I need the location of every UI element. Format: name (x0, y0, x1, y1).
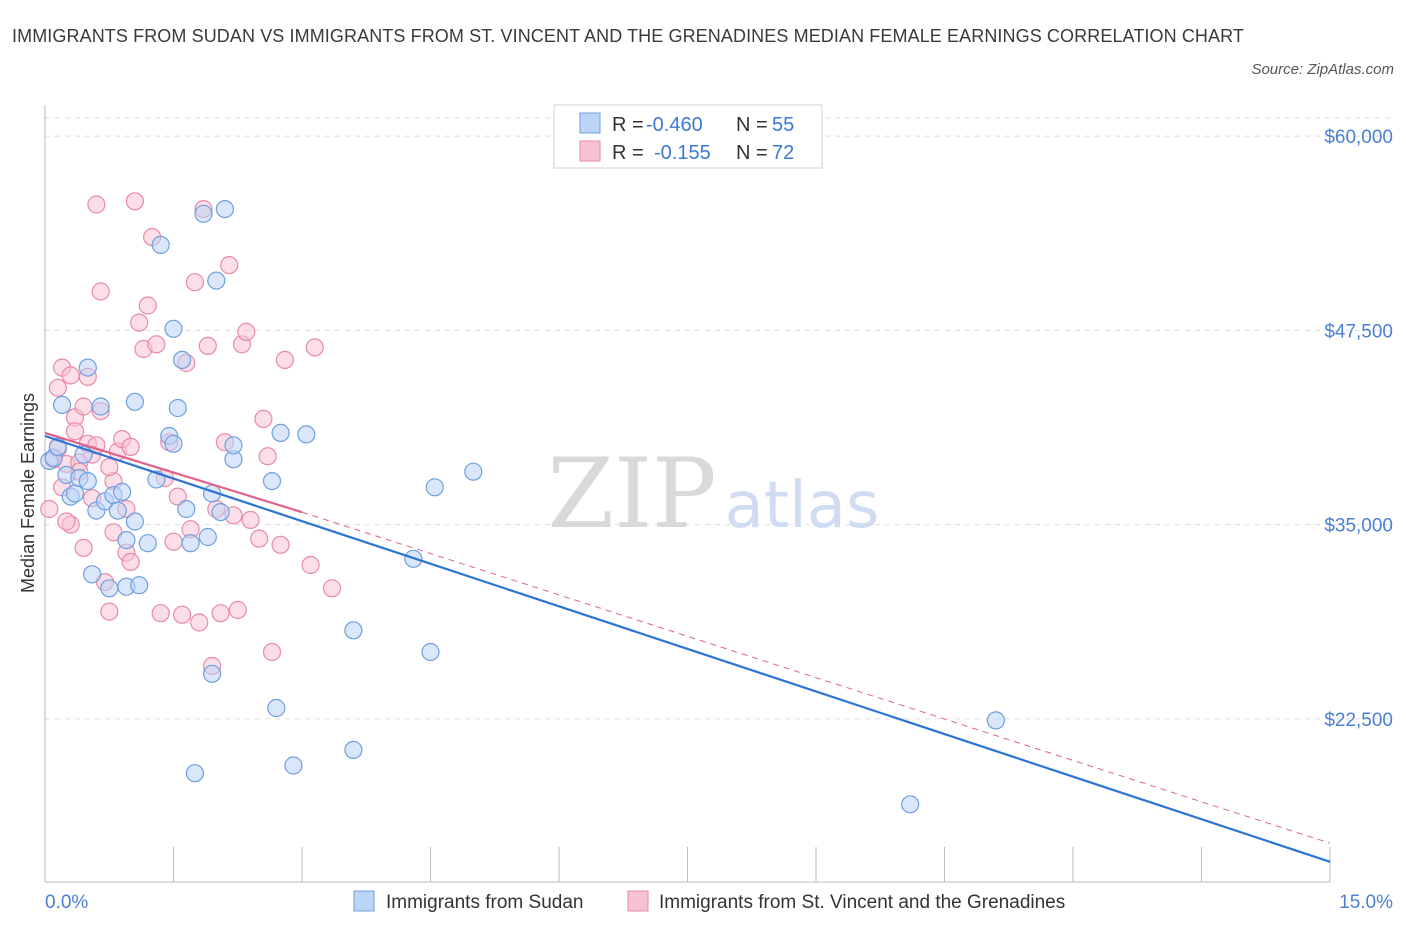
sudan-point-41 (215, 200, 234, 219)
sudan-point-45 (267, 698, 286, 718)
series-legend: Immigrants from Sudan Immigrants from St… (353, 890, 1065, 913)
sudan-point-31 (173, 350, 192, 369)
legend-r-value-1: -0.460 (646, 114, 703, 136)
sudan-point-54 (464, 462, 483, 481)
sudan-point-47 (284, 756, 303, 775)
legend-r-label-2: R = (612, 142, 644, 164)
sudan-point-43 (224, 436, 243, 455)
x-axis-ticks: 0.0% 15.0% (45, 892, 1393, 913)
series-svg-points (40, 192, 342, 676)
sudan-point-21 (125, 392, 144, 411)
sudan-point-22 (125, 512, 144, 531)
sudan-point-23 (130, 576, 149, 595)
series-sudan-points (40, 200, 1006, 814)
x-tick-label-0: 0.0% (45, 892, 88, 913)
sudan-point-48 (297, 425, 316, 444)
sudan-point-56 (986, 711, 1006, 730)
sudan-point-32 (177, 499, 196, 519)
watermark-zip: ZIP (547, 438, 716, 550)
sudan-point-35 (194, 204, 213, 223)
sudan-point-6 (65, 484, 85, 503)
legend-r-label-1: R = (612, 114, 644, 136)
trend-lines (44, 431, 1331, 863)
sudan-point-44 (262, 472, 282, 491)
svg-trend-extension (301, 511, 1331, 844)
sudan-point-15 (100, 579, 119, 598)
sudan-point-53 (425, 478, 444, 497)
legend-swatch-svg (579, 140, 601, 162)
sudan-point-55 (901, 795, 920, 814)
legend-n-value-2: 72 (772, 142, 794, 164)
sudan-point-13 (91, 397, 110, 416)
watermark: ZIP atlas (547, 438, 879, 550)
sudan-point-52 (421, 642, 440, 662)
sudan-point-40 (211, 502, 230, 522)
y-axis-label: Median Female Earnings (18, 393, 38, 593)
legend-n-label-1: N = (736, 114, 768, 136)
sudan-point-24 (138, 534, 157, 553)
source-label: Source: ZipAtlas.com (1251, 61, 1394, 78)
axes (44, 105, 1331, 883)
legend-r-value-2: -0.155 (654, 142, 711, 164)
x-tick-label-1: 15.0% (1339, 892, 1393, 913)
bottom-legend-swatch-svg (627, 890, 649, 912)
sudan-point-30 (168, 398, 187, 418)
sudan-point-11 (82, 565, 102, 584)
sudan-point-29 (164, 319, 183, 338)
sudan-point-46 (271, 423, 290, 442)
sudan-point-17 (108, 501, 127, 520)
sudan-point-37 (203, 664, 222, 683)
bottom-legend-label-svg: Immigrants from St. Vincent and the Gren… (659, 892, 1065, 913)
sudan-point-18 (112, 482, 132, 501)
sudan-point-33 (181, 534, 200, 553)
sudan-point-28 (164, 434, 183, 453)
sudan-point-10 (78, 358, 97, 377)
sudan-point-49 (344, 621, 363, 640)
legend-n-label-2: N = (736, 142, 768, 164)
sudan-point-3 (52, 395, 72, 414)
legend-swatch-sudan (579, 112, 601, 134)
correlation-legend: R = -0.460 N = 55 R = -0.155 N = 72 (553, 104, 823, 169)
grid-lines (45, 117, 1392, 720)
svg-trend-line (44, 431, 303, 514)
chart-title: IMMIGRANTS FROM SUDAN VS IMMIGRANTS FROM… (12, 26, 1244, 46)
sudan-point-9 (78, 472, 97, 491)
y-tick-label-3: $60,000 (1324, 127, 1393, 148)
y-axis-ticks: $22,500 $35,000 $47,500 $60,000 (1324, 127, 1393, 731)
sudan-point-34 (185, 764, 204, 783)
bottom-legend-label-sudan: Immigrants from Sudan (386, 892, 583, 913)
sudan-point-26 (151, 235, 170, 254)
sudan-trend-line (44, 434, 1331, 863)
legend-n-value-1: 55 (772, 114, 794, 136)
y-tick-label-1: $35,000 (1324, 516, 1393, 537)
sudan-point-20 (117, 530, 136, 550)
sudan-point-39 (207, 271, 226, 290)
sudan-point-50 (344, 740, 363, 760)
y-tick-label-2: $47,500 (1324, 321, 1393, 342)
watermark-atlas: atlas (725, 469, 880, 543)
bottom-legend-swatch-sudan (353, 890, 375, 912)
sudan-point-36 (198, 527, 217, 547)
y-tick-label-0: $22,500 (1324, 710, 1393, 731)
